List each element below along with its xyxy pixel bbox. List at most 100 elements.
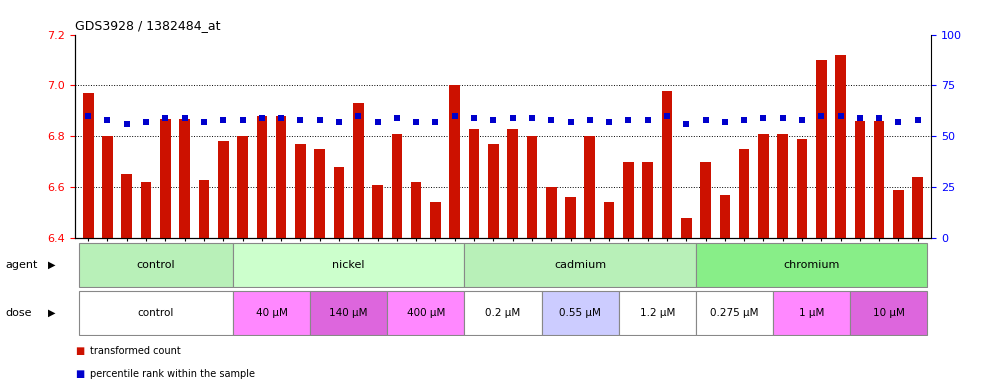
Point xyxy=(775,115,791,121)
Bar xyxy=(198,180,209,238)
Bar xyxy=(488,144,499,238)
Point xyxy=(833,113,849,119)
Point xyxy=(293,117,309,123)
Bar xyxy=(527,136,537,238)
Bar xyxy=(233,243,464,287)
Text: ▶: ▶ xyxy=(48,308,56,318)
Bar xyxy=(507,129,518,238)
Bar xyxy=(411,182,421,238)
Bar xyxy=(816,60,827,238)
Text: 0.2 μM: 0.2 μM xyxy=(485,308,521,318)
Point xyxy=(639,117,655,123)
Bar xyxy=(160,119,170,238)
Text: 0.275 μM: 0.275 μM xyxy=(710,308,759,318)
Bar xyxy=(739,149,749,238)
Point xyxy=(678,121,694,127)
Bar xyxy=(103,136,113,238)
Text: 10 μM: 10 μM xyxy=(872,308,904,318)
Bar xyxy=(700,162,711,238)
Point xyxy=(582,117,598,123)
Point xyxy=(331,119,347,125)
Bar xyxy=(334,167,345,238)
Bar xyxy=(79,243,233,287)
Bar xyxy=(661,91,672,238)
Bar xyxy=(233,291,310,335)
Point xyxy=(697,117,713,123)
Bar xyxy=(623,162,633,238)
Bar xyxy=(79,291,233,335)
Text: ■: ■ xyxy=(75,369,84,379)
Point xyxy=(408,119,424,125)
Point xyxy=(505,115,521,121)
Text: nickel: nickel xyxy=(333,260,365,270)
Point xyxy=(351,113,367,119)
Point xyxy=(235,117,251,123)
Bar xyxy=(696,291,773,335)
Point xyxy=(852,115,868,121)
Bar xyxy=(546,187,557,238)
Bar xyxy=(619,291,696,335)
Bar xyxy=(585,136,595,238)
Bar xyxy=(642,162,653,238)
Bar xyxy=(122,174,132,238)
Bar xyxy=(773,291,851,335)
Bar xyxy=(851,291,927,335)
Point xyxy=(100,117,116,123)
Point xyxy=(81,113,97,119)
Point xyxy=(794,117,810,123)
Text: control: control xyxy=(136,260,175,270)
Bar xyxy=(681,218,691,238)
Text: 140 μM: 140 μM xyxy=(330,308,368,318)
Bar xyxy=(218,141,228,238)
Point xyxy=(909,117,925,123)
Point xyxy=(370,119,385,125)
Point xyxy=(427,119,443,125)
Point xyxy=(273,115,289,121)
Bar xyxy=(391,134,402,238)
Point xyxy=(138,119,154,125)
Bar xyxy=(604,202,615,238)
Text: ■: ■ xyxy=(75,346,84,356)
Point xyxy=(196,119,212,125)
Bar xyxy=(237,136,248,238)
Text: percentile rank within the sample: percentile rank within the sample xyxy=(90,369,255,379)
Point xyxy=(215,117,231,123)
Text: dose: dose xyxy=(5,308,32,318)
Text: chromium: chromium xyxy=(784,260,840,270)
Point xyxy=(524,115,540,121)
Point xyxy=(621,117,636,123)
Bar xyxy=(310,291,387,335)
Point xyxy=(254,115,270,121)
Point xyxy=(602,119,618,125)
Text: agent: agent xyxy=(5,260,38,270)
Point xyxy=(312,117,328,123)
Bar xyxy=(83,93,94,238)
Bar xyxy=(353,103,364,238)
Point xyxy=(563,119,579,125)
Point xyxy=(543,117,559,123)
Bar xyxy=(873,121,884,238)
Bar xyxy=(295,144,306,238)
Point xyxy=(814,113,830,119)
Point xyxy=(388,115,404,121)
Bar xyxy=(140,182,151,238)
Bar xyxy=(855,121,866,238)
Point xyxy=(176,115,192,121)
Text: transformed count: transformed count xyxy=(90,346,180,356)
Bar xyxy=(836,55,846,238)
Bar xyxy=(449,86,460,238)
Point xyxy=(890,119,906,125)
Point xyxy=(466,115,482,121)
Text: 1.2 μM: 1.2 μM xyxy=(639,308,675,318)
Text: 1 μM: 1 μM xyxy=(799,308,825,318)
Bar xyxy=(179,119,190,238)
Bar xyxy=(464,291,542,335)
Text: cadmium: cadmium xyxy=(554,260,607,270)
Bar xyxy=(430,202,441,238)
Point xyxy=(447,113,463,119)
Point xyxy=(755,115,771,121)
Bar xyxy=(797,139,808,238)
Text: 0.55 μM: 0.55 μM xyxy=(559,308,601,318)
Bar xyxy=(257,116,267,238)
Text: 40 μM: 40 μM xyxy=(256,308,288,318)
